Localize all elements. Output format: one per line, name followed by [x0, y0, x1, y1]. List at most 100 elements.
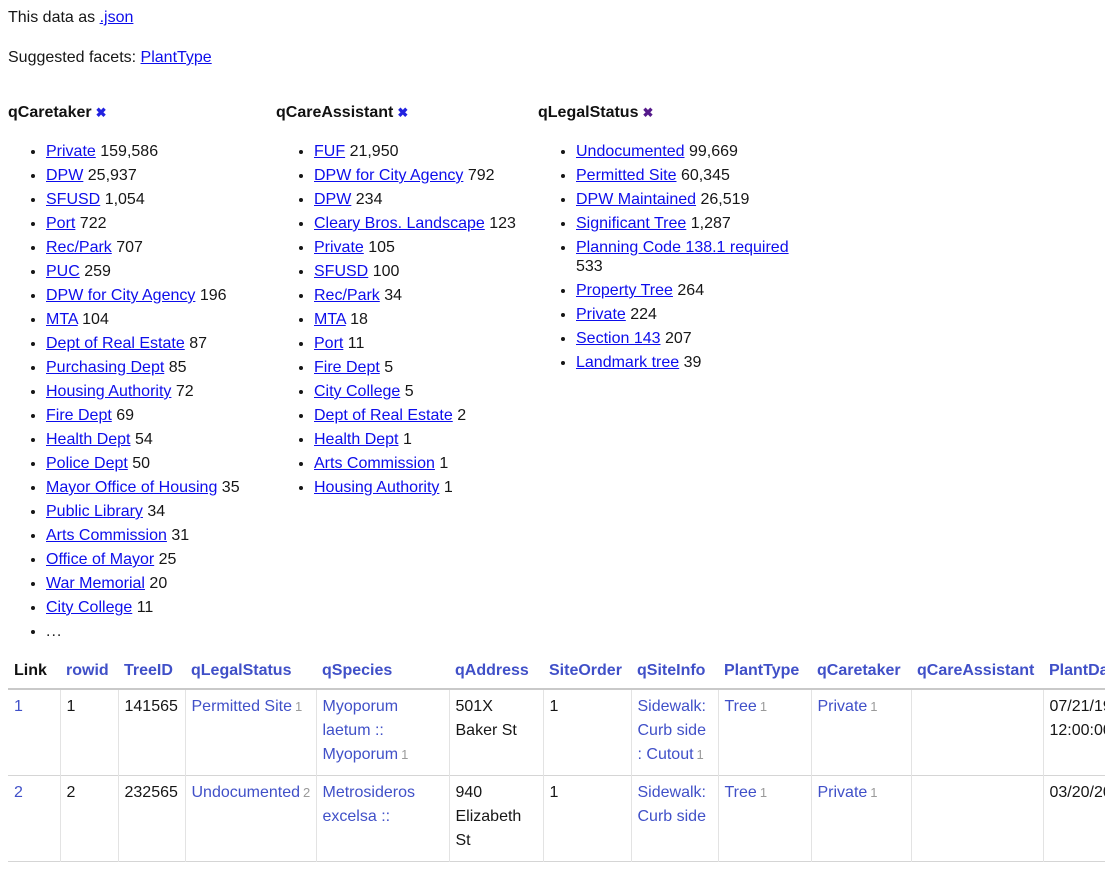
- facet-value-link[interactable]: SFUSD: [46, 191, 100, 208]
- facet-value-link[interactable]: PUC: [46, 263, 80, 280]
- column-header[interactable]: PlantType: [718, 658, 811, 689]
- json-export-link[interactable]: .json: [100, 9, 134, 26]
- facet-value-item: Mayor Office of Housing 35: [46, 478, 276, 497]
- column-header[interactable]: qCaretaker: [811, 658, 911, 689]
- facet-value-link[interactable]: Mayor Office of Housing: [46, 479, 217, 496]
- cell-link[interactable]: Sidewalk: Curb side : Cutout: [638, 698, 706, 763]
- column-sort-link[interactable]: qLegalStatus: [191, 662, 291, 679]
- table-cell: Metrosideros excelsa ::: [316, 776, 449, 862]
- facet-value-link[interactable]: Office of Mayor: [46, 551, 154, 568]
- facet-value-link[interactable]: Undocumented: [576, 143, 685, 160]
- facet-value-link[interactable]: Section 143: [576, 330, 661, 347]
- facet-value-link[interactable]: MTA: [314, 311, 346, 328]
- facet-value-count: 707: [116, 239, 143, 256]
- facet-value-link[interactable]: Arts Commission: [314, 455, 435, 472]
- facet-value-link[interactable]: DPW Maintained: [576, 191, 696, 208]
- column-header[interactable]: PlantDate: [1043, 658, 1105, 689]
- cell-count: 1: [401, 747, 408, 762]
- facet-value-link[interactable]: Port: [314, 335, 343, 352]
- facet-value-link[interactable]: Health Dept: [46, 431, 131, 448]
- cell-link[interactable]: Tree: [725, 698, 757, 715]
- column-sort-link[interactable]: qSiteInfo: [637, 662, 705, 679]
- facet-value-link[interactable]: FUF: [314, 143, 345, 160]
- column-header[interactable]: qAddress: [449, 658, 543, 689]
- facet-value-link[interactable]: Police Dept: [46, 455, 128, 472]
- facet-value-count: 123: [489, 215, 516, 232]
- facet-value-link[interactable]: Dept of Real Estate: [314, 407, 453, 424]
- facet-value-link[interactable]: Fire Dept: [46, 407, 112, 424]
- cell-link[interactable]: Tree: [725, 784, 757, 801]
- column-sort-link[interactable]: qSpecies: [322, 662, 392, 679]
- column-header[interactable]: SiteOrder: [543, 658, 631, 689]
- facet-value-link[interactable]: Cleary Bros. Landscape: [314, 215, 485, 232]
- column-header[interactable]: qSpecies: [316, 658, 449, 689]
- facet-value-link[interactable]: Rec/Park: [46, 239, 112, 256]
- column-header[interactable]: TreeID: [118, 658, 185, 689]
- suggested-facet-planttype-link[interactable]: PlantType: [141, 49, 212, 66]
- facet-value-link[interactable]: DPW for City Agency: [314, 167, 463, 184]
- facet-value-item: DPW for City Agency 792: [314, 166, 538, 185]
- cell-link[interactable]: Myoporum laetum :: Myoporum: [323, 698, 399, 763]
- table-cell: 2: [8, 776, 60, 862]
- facet-value-count: 105: [368, 239, 395, 256]
- facet-value-link[interactable]: City College: [314, 383, 400, 400]
- cell-link[interactable]: Metrosideros excelsa ::: [323, 784, 415, 825]
- facet-value-item: Dept of Real Estate 87: [46, 334, 276, 353]
- cell-link[interactable]: Permitted Site: [192, 698, 292, 715]
- column-sort-link[interactable]: PlantType: [724, 662, 799, 679]
- facet-value-link[interactable]: DPW: [314, 191, 351, 208]
- facet-value-link[interactable]: Private: [46, 143, 96, 160]
- cell-link[interactable]: Undocumented: [192, 784, 301, 801]
- facet-value-link[interactable]: War Memorial: [46, 575, 145, 592]
- column-sort-link[interactable]: PlantDate: [1049, 662, 1105, 679]
- column-header[interactable]: rowid: [60, 658, 118, 689]
- facet-value-link[interactable]: Property Tree: [576, 282, 673, 299]
- cell-link[interactable]: Private: [818, 784, 868, 801]
- cell-count: 1: [870, 785, 877, 800]
- column-sort-link[interactable]: qCareAssistant: [917, 662, 1034, 679]
- facet-value-link[interactable]: Arts Commission: [46, 527, 167, 544]
- facet-value-link[interactable]: Permitted Site: [576, 167, 676, 184]
- facet-value-count: 722: [80, 215, 107, 232]
- column-sort-link[interactable]: TreeID: [124, 662, 173, 679]
- facet-value-link[interactable]: DPW for City Agency: [46, 287, 195, 304]
- column-sort-link[interactable]: rowid: [66, 662, 109, 679]
- cell-link[interactable]: Private: [818, 698, 868, 715]
- facet-value-item: Property Tree 264: [576, 281, 808, 300]
- facet-value-count: 99,669: [689, 143, 738, 160]
- column-header[interactable]: qLegalStatus: [185, 658, 316, 689]
- cell-link[interactable]: 2: [14, 784, 23, 801]
- facet-remove-icon[interactable]: ✖: [642, 105, 653, 120]
- facet-value-link[interactable]: Housing Authority: [314, 479, 439, 496]
- facet-value-item: Health Dept 1: [314, 430, 538, 449]
- facet-value-link[interactable]: MTA: [46, 311, 78, 328]
- column-header[interactable]: qSiteInfo: [631, 658, 718, 689]
- facet-value-link[interactable]: Rec/Park: [314, 287, 380, 304]
- facet-value-link[interactable]: Private: [576, 306, 626, 323]
- column-sort-link[interactable]: qCaretaker: [817, 662, 901, 679]
- cell-link[interactable]: Sidewalk: Curb side: [638, 784, 706, 825]
- facet-remove-icon[interactable]: ✖: [96, 105, 107, 120]
- facet-value-link[interactable]: Significant Tree: [576, 215, 686, 232]
- facet-value-link[interactable]: Planning Code 138.1 required: [576, 239, 789, 256]
- facet-column-qlegalstatus: qLegalStatus✖ Undocumented 99,669 Permit…: [538, 103, 808, 646]
- column-sort-link[interactable]: SiteOrder: [549, 662, 622, 679]
- facet-value-link[interactable]: Fire Dept: [314, 359, 380, 376]
- facet-value-link[interactable]: Public Library: [46, 503, 143, 520]
- facet-value-link[interactable]: City College: [46, 599, 132, 616]
- facet-value-link[interactable]: Health Dept: [314, 431, 399, 448]
- column-header[interactable]: Link: [8, 658, 60, 689]
- facet-value-link[interactable]: Housing Authority: [46, 383, 171, 400]
- facet-value-link[interactable]: Landmark tree: [576, 354, 679, 371]
- column-header[interactable]: qCareAssistant: [911, 658, 1043, 689]
- column-sort-link[interactable]: qAddress: [455, 662, 529, 679]
- facet-value-link[interactable]: Purchasing Dept: [46, 359, 164, 376]
- facet-remove-icon[interactable]: ✖: [397, 105, 408, 120]
- facet-value-link[interactable]: Port: [46, 215, 75, 232]
- facet-value-link[interactable]: Dept of Real Estate: [46, 335, 185, 352]
- facet-value-link[interactable]: SFUSD: [314, 263, 368, 280]
- facet-value-list: FUF 21,950 DPW for City Agency 792 DPW 2…: [276, 142, 538, 497]
- cell-link[interactable]: 1: [14, 698, 23, 715]
- facet-value-link[interactable]: DPW: [46, 167, 83, 184]
- facet-value-link[interactable]: Private: [314, 239, 364, 256]
